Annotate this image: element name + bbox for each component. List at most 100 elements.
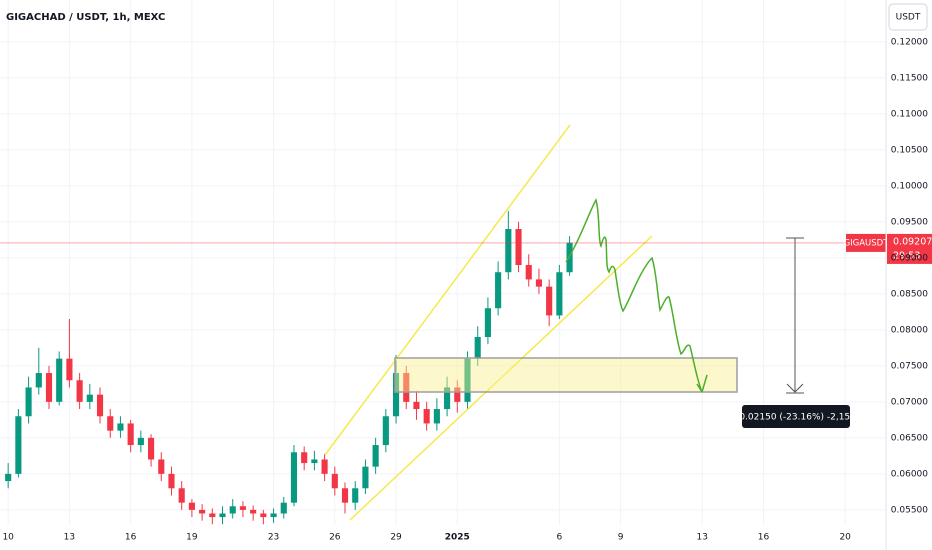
candle-body [15, 416, 22, 474]
y-tick-label: 0.06000 [891, 469, 928, 479]
candle-body [45, 373, 53, 402]
y-tick-label: 0.10500 [891, 145, 928, 155]
candle-body [301, 452, 308, 464]
projection-path [565, 198, 703, 393]
demand-zone [394, 357, 738, 393]
candle-body [372, 445, 379, 467]
candle-body [209, 513, 216, 518]
y-tick-label: 0.05500 [891, 505, 928, 515]
candle-body [423, 409, 430, 424]
candle-body [117, 423, 124, 431]
candle-body [546, 286, 553, 316]
price-line: GIGAUSDT 0.09207 29:53 [0, 233, 932, 264]
candle-body [86, 394, 93, 402]
currency-button[interactable] [888, 3, 928, 31]
candle-body [199, 509, 206, 514]
x-tick-label: 19 [186, 533, 198, 543]
y-tick-label: 0.08000 [891, 325, 928, 335]
candle-body [403, 373, 410, 402]
y-tick-label: 0.10000 [891, 181, 928, 191]
x-tick-label: 23 [268, 533, 279, 543]
candle-body [362, 466, 369, 489]
candle-body [444, 387, 451, 410]
candle-body [76, 380, 83, 402]
x-tick-label: 29 [390, 533, 402, 543]
candle-body [270, 513, 277, 518]
candle-body [290, 452, 298, 503]
candle-body [137, 437, 144, 446]
x-tick-label: 2025 [445, 533, 470, 543]
candle-body [96, 394, 104, 417]
candle-body [535, 279, 543, 287]
candles [5, 211, 573, 525]
candle-body [454, 387, 461, 402]
channel-lower [349, 235, 653, 521]
y-tick-label: 0.11500 [891, 73, 928, 83]
y-tick-label: 0.07500 [891, 361, 928, 371]
measure-box [742, 405, 850, 428]
candle-body [148, 437, 155, 460]
candle-body [505, 229, 512, 273]
candle-body [66, 358, 73, 381]
symbol-tag-box [846, 233, 886, 252]
candle-body [35, 373, 42, 388]
x-tick-label: 16 [125, 533, 137, 543]
candle-body [556, 272, 563, 316]
currency-button-label[interactable]: USDT [896, 13, 921, 23]
candle-body [56, 358, 63, 402]
x-tick-label: 26 [329, 533, 341, 543]
y-tick-label: 0.08500 [891, 289, 928, 299]
x-tick-label: 9 [618, 533, 624, 543]
candle-body [158, 459, 165, 474]
x-tick-label: 13 [697, 533, 708, 543]
x-tick-label: 20 [839, 533, 851, 543]
y-tick-label: 0.09500 [891, 217, 928, 227]
candle-body [352, 488, 359, 503]
x-tick-label: 13 [64, 533, 75, 543]
y-tick-label: 0.09000 [891, 253, 928, 263]
grid [0, 0, 886, 525]
candle-body [239, 506, 246, 510]
candle-body [433, 409, 440, 424]
countdown: 29:53 [893, 250, 920, 261]
candle-body [219, 513, 226, 518]
candle-body [474, 337, 481, 359]
candle-body [168, 473, 175, 489]
measure-label: -0.02150 (-23.16%) -2,150 [736, 413, 856, 423]
candle-body [331, 473, 338, 489]
y-tick-label: 0.06500 [891, 433, 928, 443]
chart-title: GIGACHAD / USDT, 1h, MEXC [6, 12, 165, 23]
y-tick-label: 0.11000 [891, 109, 928, 119]
candle-body [515, 229, 522, 266]
candle-body [229, 506, 236, 514]
candle-body [250, 509, 257, 514]
candle-body [525, 265, 532, 280]
price-tag-box [887, 233, 932, 264]
candle-body [5, 473, 12, 482]
channel-upper [324, 124, 571, 456]
candle-body [107, 416, 114, 431]
candle-body [321, 459, 328, 474]
candle-body [25, 387, 32, 417]
y-tick-label: 0.07000 [891, 397, 928, 407]
candle-body [392, 373, 400, 417]
price-tag: 0.09207 [893, 236, 932, 247]
candle-body [311, 459, 318, 464]
y-tick-label: 0.12000 [891, 37, 928, 47]
candle-body [341, 488, 349, 503]
candle-body [495, 272, 502, 309]
x-tick-label: 16 [758, 533, 770, 543]
symbol-tag: GIGAUSDT [844, 238, 890, 248]
candle-body [260, 513, 267, 518]
candle-body [382, 416, 389, 446]
x-tick-label: 10 [2, 533, 14, 543]
x-tick-label: 6 [556, 533, 562, 543]
candle-body [464, 358, 471, 402]
measure-arrow [786, 383, 804, 394]
candle-body [178, 488, 185, 503]
projection-arrow [696, 374, 708, 393]
candle-body [127, 423, 134, 446]
candle-body [280, 502, 287, 514]
candle-body [188, 502, 195, 510]
